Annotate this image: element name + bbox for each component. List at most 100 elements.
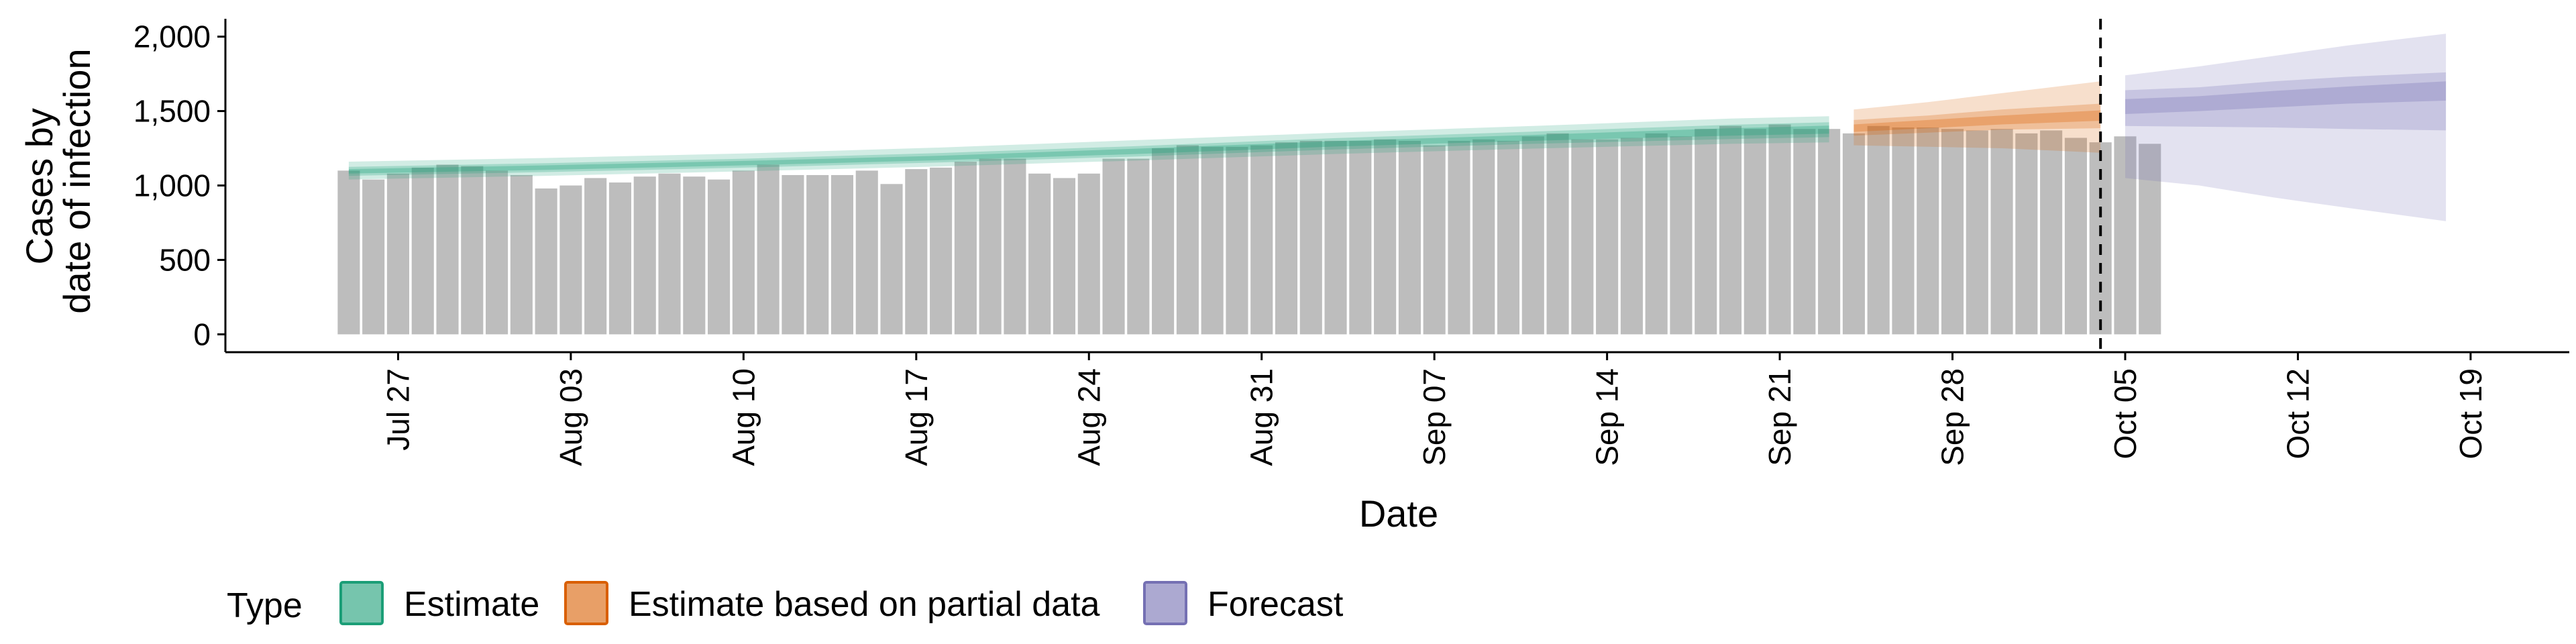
legend-key-partial [564, 581, 608, 625]
x-tick-label: Oct 05 [2108, 368, 2143, 460]
ribbon-50 [348, 122, 1829, 176]
bar [1053, 178, 1076, 335]
bar [708, 179, 731, 335]
bar [633, 176, 656, 335]
bar [608, 182, 632, 335]
bar [1152, 148, 1175, 335]
x-tick-label: Oct 12 [2280, 368, 2315, 460]
ribbons [348, 34, 2447, 221]
x-tick-label: Jul 27 [381, 368, 416, 451]
legend: Type Estimate Estimate based on partial … [227, 581, 1344, 625]
bar [1521, 136, 1544, 335]
bar [1102, 158, 1125, 335]
series-estimate-based-on-partial-data [1854, 81, 2101, 153]
legend-label-estimate: Estimate [404, 585, 539, 624]
bar [1275, 142, 1298, 335]
bar [584, 178, 607, 335]
bar [1374, 139, 1397, 335]
bar [2040, 130, 2063, 335]
bar [2064, 138, 2087, 335]
bar [905, 169, 928, 335]
bar [1028, 173, 1051, 335]
x-tick-label: Sep 14 [1590, 368, 1625, 466]
bar [1176, 145, 1199, 335]
legend-key-estimate [339, 581, 384, 625]
bar [1917, 127, 1939, 335]
bar [1966, 130, 1988, 335]
bar [1226, 146, 1248, 335]
bar [1645, 133, 1668, 335]
bar [1250, 145, 1273, 335]
bar [1472, 139, 1495, 335]
bar [1743, 129, 1766, 335]
x-axis-title: Date [1359, 492, 1438, 535]
bar [1695, 129, 1717, 335]
bar [461, 166, 484, 335]
y-tick-label: 1,500 [133, 94, 211, 129]
legend-title: Type [227, 586, 303, 625]
bar [757, 164, 780, 335]
bar [1990, 129, 2013, 335]
x-tick-label: Sep 21 [1762, 368, 1797, 466]
bar [2139, 144, 2161, 335]
bar [880, 184, 903, 335]
bar [1546, 133, 1569, 335]
bar [683, 176, 706, 335]
y-tick-label: 1,000 [133, 168, 211, 203]
y-axis-title-line-1: Cases by [18, 108, 60, 264]
bar [1571, 139, 1594, 335]
ribbon-20 [1854, 110, 2101, 132]
bar [411, 167, 434, 335]
ribbon-50 [2125, 72, 2447, 131]
bar [806, 174, 829, 335]
series-forecast [2125, 34, 2447, 221]
ribbon-90 [348, 116, 1829, 180]
bar [1299, 140, 1322, 335]
bar [1719, 125, 1742, 335]
legend-label-partial: Estimate based on partial data [629, 585, 1100, 624]
bar [1867, 125, 1890, 335]
bar [535, 188, 557, 335]
series-estimate [348, 116, 1829, 180]
bar [362, 179, 385, 335]
ribbon-20 [2125, 81, 2447, 114]
y-axis-title-line-2: date of infection [56, 48, 98, 313]
y-tick-label: 500 [159, 242, 211, 277]
bar [1201, 146, 1224, 335]
x-tick-label: Aug 31 [1244, 368, 1279, 466]
x-tick-label: Aug 24 [1071, 368, 1106, 466]
bar [1349, 140, 1372, 335]
bar [782, 174, 804, 335]
bar [2114, 136, 2137, 335]
y-axis-ticks: 0 500 1,000 1,500 2,000 [133, 19, 225, 352]
bar [337, 170, 360, 335]
ribbon-90 [1854, 81, 2101, 153]
bar [1423, 145, 1446, 335]
bar [559, 185, 582, 335]
bar [1448, 140, 1470, 335]
bar [436, 164, 459, 335]
x-tick-label: Oct 19 [2453, 368, 2488, 460]
bar [1398, 140, 1421, 335]
bar [1941, 129, 1964, 335]
bar [1004, 158, 1026, 335]
ribbon-90 [2125, 34, 2447, 221]
bar [1127, 158, 1150, 335]
y-tick-label: 0 [193, 317, 211, 352]
bar [1497, 140, 1520, 335]
bar [930, 167, 953, 335]
bar [1768, 124, 1791, 335]
x-tick-label: Aug 03 [553, 368, 588, 466]
x-tick-label: Sep 07 [1417, 368, 1452, 466]
bar [386, 173, 409, 335]
y-axis-title: Cases by date of infection [18, 48, 98, 313]
bar [486, 170, 508, 335]
bar [1324, 140, 1347, 335]
bar [510, 174, 533, 335]
bar [855, 170, 878, 335]
bar [1892, 127, 1915, 335]
bar [1818, 129, 1841, 335]
x-axis-ticks: Jul 27 Aug 03 Aug 10 Aug 17 Aug 24 Aug 31 Sep … [381, 352, 2488, 466]
bar [2015, 133, 2038, 335]
ribbon-20 [348, 125, 1829, 174]
